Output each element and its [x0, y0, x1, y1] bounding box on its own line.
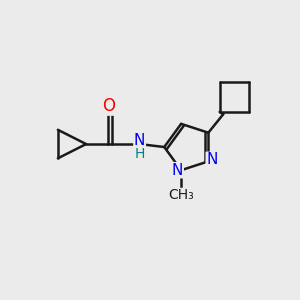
Text: N: N — [134, 133, 145, 148]
Text: O: O — [102, 97, 115, 115]
Text: N: N — [206, 152, 218, 167]
Text: CH₃: CH₃ — [168, 188, 194, 203]
Text: H: H — [134, 147, 145, 160]
Text: N: N — [172, 163, 183, 178]
